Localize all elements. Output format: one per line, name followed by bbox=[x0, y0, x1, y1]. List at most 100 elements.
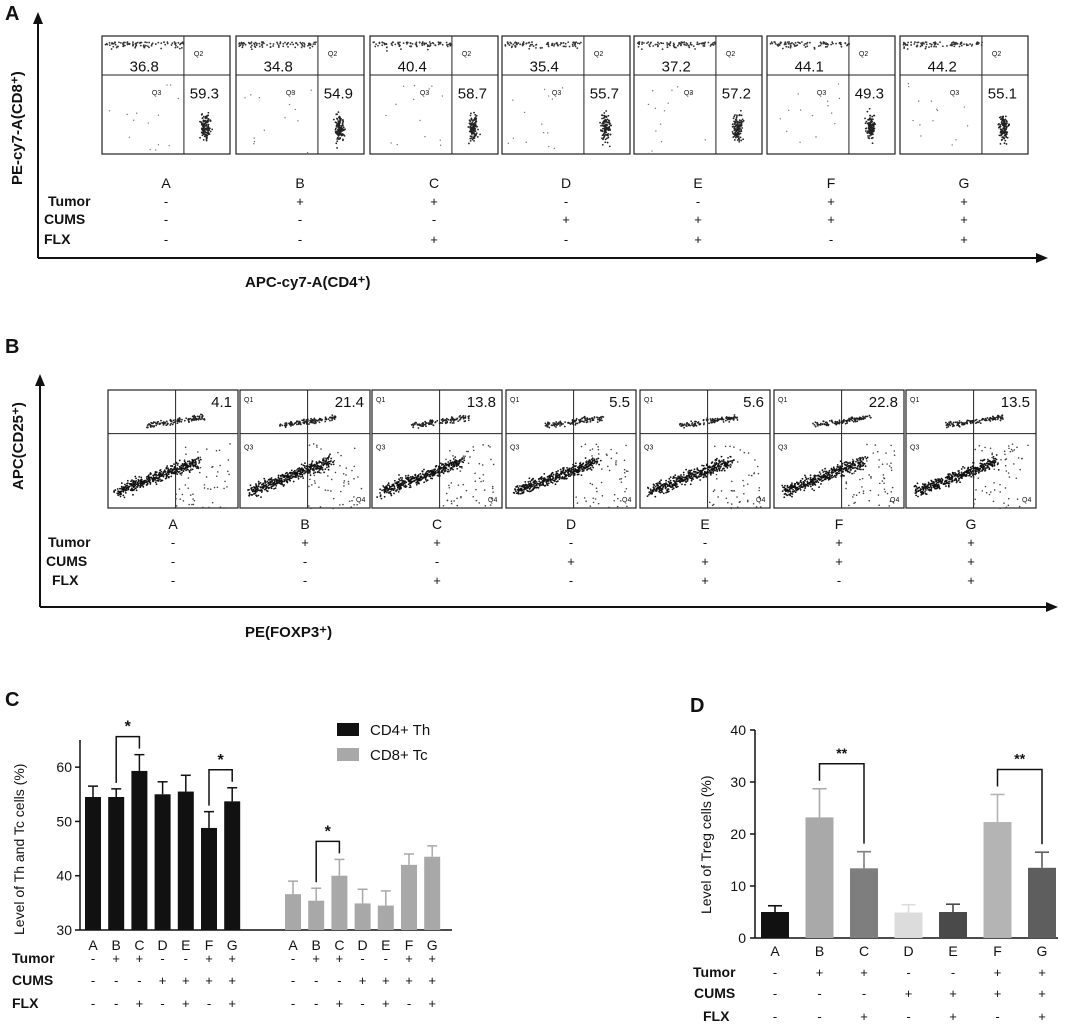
event-dot bbox=[294, 46, 297, 49]
event-dot bbox=[669, 41, 672, 43]
event-dot bbox=[963, 106, 966, 108]
event-dot bbox=[1001, 128, 1003, 131]
event-dot bbox=[113, 490, 115, 492]
event-dot bbox=[251, 490, 254, 493]
event-dot bbox=[581, 468, 583, 470]
event-dot bbox=[457, 484, 460, 486]
event-dot bbox=[730, 503, 733, 505]
percent-q1-value: 37.2 bbox=[662, 58, 691, 75]
event-dot bbox=[175, 493, 177, 495]
event-dot bbox=[248, 493, 251, 496]
event-dot bbox=[288, 423, 291, 426]
event-dot bbox=[140, 481, 143, 483]
event-dot bbox=[181, 466, 184, 469]
event-dot bbox=[734, 114, 736, 116]
event-dot bbox=[740, 128, 743, 131]
event-dot bbox=[652, 483, 655, 486]
event-dot bbox=[729, 418, 731, 421]
event-dot bbox=[301, 475, 304, 478]
event-dot bbox=[195, 458, 198, 460]
event-dot bbox=[342, 126, 345, 129]
event-dot bbox=[257, 485, 260, 487]
event-dot bbox=[960, 44, 963, 47]
event-dot bbox=[617, 497, 619, 500]
event-dot bbox=[658, 482, 661, 485]
event-dot bbox=[187, 487, 190, 489]
event-dot bbox=[584, 443, 587, 446]
event-dot bbox=[469, 139, 472, 142]
event-dot bbox=[589, 461, 592, 464]
event-dot bbox=[318, 469, 321, 472]
condition-sign: - bbox=[829, 232, 833, 247]
event-dot bbox=[336, 147, 338, 149]
event-dot bbox=[870, 119, 873, 122]
event-dot bbox=[309, 474, 312, 477]
event-dot bbox=[584, 457, 587, 459]
event-dot bbox=[309, 421, 311, 424]
event-dot bbox=[390, 485, 393, 488]
event-dot bbox=[841, 422, 844, 425]
condition-sign: - bbox=[164, 232, 168, 247]
event-dot bbox=[321, 468, 324, 471]
event-dot bbox=[441, 471, 444, 473]
event-dot bbox=[729, 445, 731, 448]
event-dot bbox=[174, 419, 177, 422]
event-dot bbox=[507, 142, 510, 145]
event-dot bbox=[694, 420, 696, 423]
event-dot bbox=[790, 42, 792, 45]
event-dot bbox=[528, 47, 531, 50]
event-dot bbox=[146, 426, 149, 429]
event-dot bbox=[715, 473, 718, 476]
quadrant-q2-label: Q2 bbox=[194, 51, 203, 58]
event-dot bbox=[783, 496, 786, 499]
event-dot bbox=[627, 470, 629, 473]
event-dot bbox=[594, 460, 597, 463]
event-dot bbox=[538, 484, 541, 486]
event-dot bbox=[589, 459, 591, 462]
event-dot bbox=[572, 41, 575, 44]
event-dot bbox=[579, 41, 582, 44]
event-dot bbox=[178, 471, 180, 473]
event-dot bbox=[712, 503, 715, 506]
event-dot bbox=[184, 466, 187, 469]
event-dot bbox=[265, 485, 268, 488]
event-dot bbox=[750, 474, 753, 477]
event-dot bbox=[168, 470, 171, 473]
event-dot bbox=[656, 41, 659, 44]
event-dot bbox=[437, 470, 440, 473]
event-dot bbox=[770, 41, 773, 43]
event-dot bbox=[701, 464, 703, 467]
event-dot bbox=[856, 420, 859, 423]
event-dot bbox=[800, 41, 803, 43]
event-dot bbox=[739, 449, 742, 451]
event-dot bbox=[429, 43, 432, 45]
event-dot bbox=[264, 487, 267, 490]
event-dot bbox=[301, 44, 304, 47]
event-dot bbox=[733, 414, 736, 416]
event-dot bbox=[319, 506, 322, 508]
event-dot bbox=[527, 481, 530, 483]
event-dot bbox=[693, 423, 695, 426]
event-dot bbox=[308, 444, 311, 446]
event-dot bbox=[839, 41, 842, 44]
event-dot bbox=[142, 45, 145, 47]
event-dot bbox=[299, 475, 302, 478]
event-dot bbox=[313, 474, 316, 477]
event-dot bbox=[259, 489, 262, 492]
event-dot bbox=[329, 453, 331, 456]
event-dot bbox=[410, 424, 413, 426]
panel-b-flow-plots: 4.1A---Q1Q3Q421.4B+--Q1Q3Q413.8C+-+Q1Q3Q… bbox=[46, 389, 1037, 588]
event-dot bbox=[163, 41, 165, 44]
event-dot bbox=[604, 141, 607, 144]
event-dot bbox=[198, 462, 200, 465]
event-dot bbox=[685, 475, 688, 478]
event-dot bbox=[296, 474, 299, 476]
event-dot bbox=[666, 46, 669, 49]
event-dot bbox=[424, 474, 427, 476]
event-dot bbox=[430, 477, 432, 480]
event-dot bbox=[324, 416, 327, 419]
event-dot bbox=[396, 486, 399, 489]
event-dot bbox=[541, 46, 543, 49]
event-dot bbox=[716, 457, 718, 460]
